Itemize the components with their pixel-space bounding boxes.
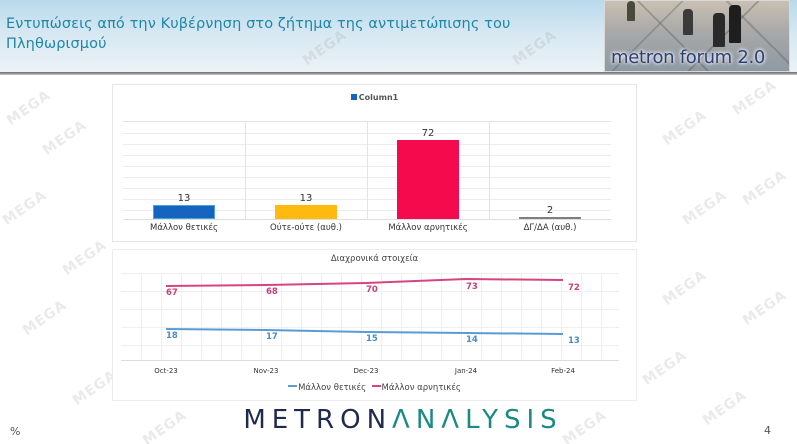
watermark: MEGA xyxy=(679,187,730,229)
line-chart: Διαχρονικά στοιχεία xyxy=(112,249,637,401)
data-label: 13 xyxy=(568,336,580,346)
logo-text: metron forum 2.0 xyxy=(611,47,766,68)
data-label: 14 xyxy=(466,335,478,345)
slide-title: Εντυπώσεις από την Κυβέρνηση στο ζήτημα … xyxy=(6,16,511,52)
bar-value-label: 13 xyxy=(177,193,191,204)
category-label: ΔΓ/ΔΑ (αυθ.) xyxy=(523,223,577,233)
watermark: MEGA xyxy=(139,407,190,444)
watermark: MEGA xyxy=(0,187,50,229)
data-label: 68 xyxy=(266,287,278,297)
bar-chart-legend: Column1 xyxy=(113,93,636,102)
logo-figure-icon xyxy=(683,9,693,35)
category-label: Μάλλον αρνητικές xyxy=(388,223,468,233)
data-label: 70 xyxy=(366,285,378,295)
watermark: MEGA xyxy=(59,237,110,279)
data-label: 15 xyxy=(366,334,378,344)
metron-analysis-logo: METRONΛNΛLYSIS xyxy=(238,405,568,435)
legend-swatch-icon xyxy=(350,94,357,100)
line-chart-title: Διαχρονικά στοιχεία xyxy=(330,254,419,264)
data-label: 17 xyxy=(266,332,278,342)
watermark: MEGA xyxy=(3,87,54,129)
watermark: MEGA xyxy=(639,347,690,389)
logo-figure-icon xyxy=(627,1,635,21)
watermark: MEGA xyxy=(659,107,710,149)
bar-mallon-arnitikes xyxy=(397,140,459,219)
metron-forum-logo: metron forum 2.0 xyxy=(604,0,790,72)
watermark: MEGA xyxy=(729,77,780,119)
watermark: MEGA xyxy=(699,387,750,429)
watermark: MEGA xyxy=(739,287,790,329)
watermark: MEGA xyxy=(39,117,90,159)
legend-label: Μάλλον θετικές xyxy=(298,383,367,393)
header-divider xyxy=(0,72,797,75)
line-plot-area: 67 68 70 73 72 18 17 15 14 13 xyxy=(121,273,619,361)
logo-figure-icon xyxy=(713,13,725,47)
watermark: MEGA xyxy=(19,297,70,339)
x-axis-tick: Jan-24 xyxy=(454,367,478,375)
gridline xyxy=(245,122,246,219)
logo-figure-icon xyxy=(729,5,741,43)
series-mallon-thetikes-line xyxy=(165,328,564,335)
legend-line-icon xyxy=(288,385,298,387)
x-axis-tick: Feb-24 xyxy=(551,367,575,375)
bar-plot-area: 13 13 72 2 xyxy=(123,121,611,220)
bar-value-label: 13 xyxy=(299,193,313,204)
brand-part-1: METRON xyxy=(243,405,393,435)
data-label: 72 xyxy=(568,283,580,293)
line-chart-svg xyxy=(121,273,619,361)
gridline xyxy=(367,122,368,219)
bar-dg-da xyxy=(519,217,581,219)
legend-label: Μάλλον αρνητικές xyxy=(381,383,461,393)
line-chart-legend: Μάλλον θετικές Μάλλον αρνητικές xyxy=(113,383,636,393)
category-label: Μάλλον θετικές xyxy=(149,223,219,233)
series-mallon-arnitikes-line xyxy=(165,277,564,287)
page-number: 4 xyxy=(764,424,771,437)
bar-chart: Column1 13 13 72 2 Μάλλον θετικές Ούτε-ο… xyxy=(112,84,637,242)
data-label: 18 xyxy=(166,331,178,341)
bar-mallon-thetikes xyxy=(153,205,215,219)
data-label: 73 xyxy=(466,282,478,292)
x-axis-tick: Oct-23 xyxy=(154,367,178,375)
x-axis-tick: Nov-23 xyxy=(253,367,279,375)
legend-label: Column1 xyxy=(358,93,399,102)
gridline xyxy=(489,122,490,219)
bar-oute-oute xyxy=(275,205,337,219)
watermark: MEGA xyxy=(659,267,710,309)
data-label: 67 xyxy=(166,288,178,298)
legend-line-icon xyxy=(371,385,381,387)
category-label: Ούτε-ούτε (αυθ.) xyxy=(270,223,342,233)
bar-value-label: 2 xyxy=(546,205,554,216)
x-axis-tick: Dec-23 xyxy=(353,367,379,375)
brand-part-2: ΛNΛLYSIS xyxy=(392,405,563,435)
watermark: MEGA xyxy=(739,167,790,209)
bar-value-label: 72 xyxy=(421,128,435,139)
unit-label: % xyxy=(10,425,21,438)
